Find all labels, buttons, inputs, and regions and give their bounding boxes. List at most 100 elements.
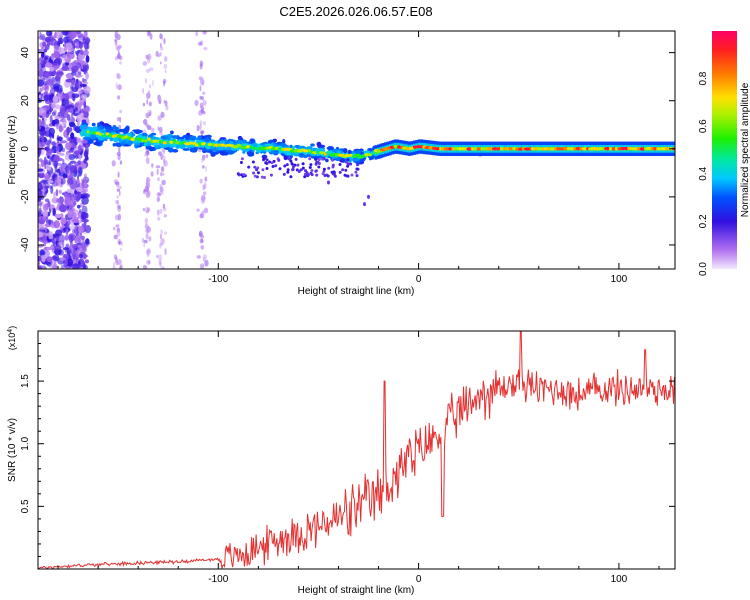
spectrogram-noise-cell <box>38 63 44 70</box>
spectrogram-noise-cell <box>60 166 63 174</box>
spectrogram-cell <box>316 141 322 147</box>
spectrogram-noise-cell <box>48 219 51 226</box>
spectrogram-noise-cell <box>114 181 120 185</box>
spectrogram-noise-cell <box>38 255 42 262</box>
spectrogram-noise-cell <box>53 155 60 163</box>
spectrogram-noise-cell <box>83 158 87 164</box>
spectrogram-noise-cell <box>45 46 48 53</box>
spectrogram-noise-cell <box>65 228 69 236</box>
spectrogram-noise-cell <box>119 116 121 123</box>
spectrogram-cell <box>262 157 266 161</box>
spectrogram-cell <box>247 152 255 157</box>
spectrogram-noise-cell <box>200 109 204 114</box>
spectrogram-cell <box>285 163 289 167</box>
spectrogram-cell <box>101 123 110 127</box>
spectrogram-noise-cell <box>54 75 61 82</box>
spectrogram-cell <box>80 124 85 130</box>
spectrogram-noise-cell <box>43 175 50 180</box>
spectrogram-noise-cell <box>83 151 89 158</box>
spectrogram-ridge-cell <box>591 147 598 151</box>
spectrogram-noise-cell <box>57 136 63 142</box>
spectrogram-noise-cell <box>199 238 204 244</box>
spectrogram-cell <box>303 175 307 179</box>
spectrogram-cell <box>265 162 269 165</box>
spectrogram-noise-cell <box>52 241 56 247</box>
spectrogram-noise-cell <box>83 264 88 269</box>
spectrogram-noise-cell <box>203 47 208 51</box>
snr-x-tick-label: 100 <box>611 574 628 585</box>
spectrogram-noise-cell <box>146 98 149 105</box>
spectrogram-cell <box>268 160 272 164</box>
spectrogram-noise-cell <box>66 126 70 136</box>
spectrogram-noise-cell <box>80 195 86 199</box>
spectrogram-noise-cell <box>160 229 163 235</box>
spectrogram-cell <box>97 122 101 127</box>
spectrogram-cell <box>290 162 294 166</box>
snr-xlabel: Height of straight line (km) <box>298 585 415 596</box>
spectrogram-noise-cell <box>38 197 41 203</box>
spectrogram-noise-cell <box>78 173 82 177</box>
spectrogram-noise-cell <box>45 62 53 68</box>
colorbar-tick-label: 0.2 <box>698 214 709 228</box>
spectrogram-ridge-cell <box>86 130 90 134</box>
spectrogram-cell <box>301 162 305 166</box>
spectrogram-noise-cell <box>57 37 64 45</box>
spectrogram-noise-cell <box>68 176 76 184</box>
spectrogram-noise-cell <box>67 219 71 226</box>
spectrogram-cell <box>346 158 350 162</box>
snr-series-line <box>38 331 675 569</box>
spectrogram-noise-cell <box>60 213 64 219</box>
spectrogram-outlier-cell <box>327 180 330 185</box>
spectrogram-noise-cell <box>79 41 83 49</box>
spectrogram-noise-cell <box>51 41 54 46</box>
spectrogram-noise-cell <box>150 171 154 177</box>
spectrogram-cell <box>186 132 190 136</box>
spectrogram-cell <box>304 169 307 173</box>
spectrogram-noise-cell <box>151 127 155 133</box>
spectrogram-noise-cell <box>151 163 154 168</box>
spectrogram-cell <box>321 157 325 161</box>
spectrogram-cell <box>317 157 321 161</box>
spectrogram-noise-cell <box>79 248 83 253</box>
spectrogram-noise-cell <box>164 160 168 167</box>
spectrogram-noise-cell <box>73 137 77 144</box>
snr-multiplier-base: (x10 <box>7 333 17 351</box>
spectrogram-ridge-cell <box>627 146 633 150</box>
spectrogram-noise-cell <box>203 191 207 196</box>
spectrogram-cell <box>344 168 348 172</box>
spectrogram-noise-cell <box>145 157 150 165</box>
snr-panel: -100 0 100 0.5 1.0 1.5 Height of straight lin… <box>7 326 676 596</box>
spectrogram-noise-cell <box>157 192 162 196</box>
spectrogram-ridge-cell <box>169 140 174 144</box>
spectrogram-ridge-cell <box>101 134 108 138</box>
spectrogram-noise-cell <box>43 182 50 188</box>
spectrogram-ridge-cell <box>364 153 370 157</box>
colorbar-scale <box>712 31 737 269</box>
spectrogram-noise-cell <box>38 94 42 99</box>
spectrogram-noise-cell <box>118 241 121 246</box>
spectrogram-noise-cell <box>203 121 206 126</box>
spectrogram-cell <box>342 148 348 154</box>
spectrogram-noise-cell <box>77 88 83 95</box>
spectrogram-noise-cell <box>38 125 42 130</box>
spectrogram-ridge-cell <box>162 141 168 145</box>
spectrogram-noise-cell <box>79 49 84 55</box>
spectrogram-noise-cell <box>77 105 81 112</box>
spectrogram-noise-cell <box>44 226 48 232</box>
spectrogram-cell <box>283 164 287 168</box>
spectrogram-noise-cell <box>38 168 44 172</box>
spectrogram-cell <box>211 139 216 143</box>
spectrogram-noise-cell <box>205 165 207 172</box>
spectrogram-outlier-cell <box>363 202 366 207</box>
spectrogram-noise-cell <box>38 226 46 231</box>
spectrogram-noise-cell <box>45 246 53 251</box>
spectrogram-noise-cell <box>194 99 199 107</box>
spectrogram-ridge-cell <box>639 147 646 151</box>
spectrogram-noise-cell <box>66 114 71 121</box>
spectrogram-cell <box>306 146 313 151</box>
spectrogram-noise-cell <box>75 137 81 143</box>
spectrogram-noise-cell <box>68 31 77 39</box>
spectrogram-noise-cell <box>60 217 67 225</box>
spectrogram-ridge-cell <box>141 139 145 143</box>
